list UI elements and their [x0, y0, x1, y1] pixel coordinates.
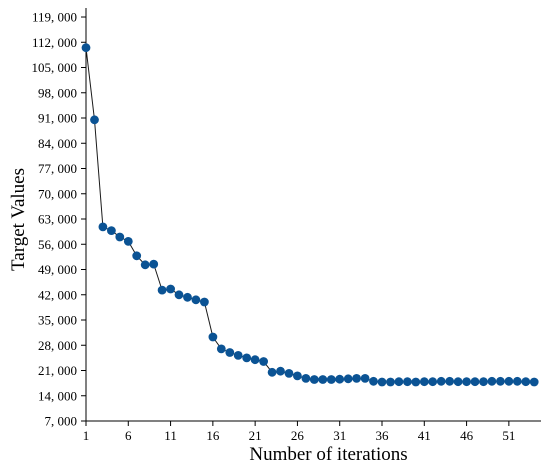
- data-point: [208, 332, 218, 342]
- y-tick-label: 63, 000: [38, 212, 77, 227]
- y-tick-label: 105, 000: [32, 60, 78, 75]
- x-tick-label: 11: [164, 428, 177, 443]
- data-point: [479, 377, 488, 387]
- data-point: [284, 369, 294, 378]
- data-point: [225, 348, 235, 357]
- data-point: [335, 374, 345, 384]
- y-tick-label: 42, 000: [38, 287, 77, 302]
- y-tick-label: 21, 000: [38, 363, 77, 378]
- data-point: [115, 232, 125, 242]
- x-tick-label: 6: [125, 428, 132, 443]
- data-point: [90, 115, 99, 125]
- data-point: [157, 285, 167, 295]
- data-point: [242, 353, 252, 363]
- y-tick-label: 56, 000: [38, 237, 77, 252]
- data-point: [386, 377, 395, 387]
- x-axis-ticks: 1 6 11 16 21 26 31 36 41 46 51: [83, 421, 515, 443]
- data-point: [445, 376, 455, 386]
- data-point: [360, 374, 370, 383]
- series-line: [85, 47, 535, 383]
- y-tick-label: 98, 000: [38, 85, 77, 100]
- y-tick-label: 91, 000: [38, 111, 77, 126]
- data-point: [200, 297, 209, 307]
- data-point: [183, 292, 192, 302]
- data-point: [107, 226, 116, 236]
- data-point: [293, 371, 302, 381]
- data-point: [411, 377, 421, 387]
- data-point: [259, 357, 268, 366]
- x-tick-label: 41: [418, 428, 431, 443]
- data-point: [326, 375, 336, 384]
- data-point: [81, 43, 91, 53]
- data-point: [216, 344, 226, 354]
- y-tick-label: 84, 000: [38, 136, 77, 151]
- data-point: [403, 377, 412, 387]
- data-point: [140, 260, 150, 270]
- y-tick-label: 112, 000: [32, 35, 77, 50]
- data-point: [98, 222, 108, 232]
- y-tick-label: 77, 000: [38, 161, 77, 176]
- data-point: [428, 377, 438, 387]
- data-point: [496, 376, 505, 386]
- data-point: [470, 377, 480, 387]
- x-tick-label: 16: [206, 428, 220, 443]
- data-point: [352, 374, 361, 383]
- data-point: [419, 377, 429, 387]
- data-point: [174, 290, 184, 300]
- y-tick-label: 35, 000: [38, 313, 77, 328]
- x-tick-label: 46: [460, 428, 474, 443]
- data-point: [394, 377, 404, 387]
- data-point: [462, 377, 471, 387]
- y-tick-label: 119, 000: [32, 10, 77, 25]
- data-point: [132, 251, 142, 261]
- data-point: [309, 375, 319, 384]
- data-point: [504, 376, 514, 386]
- y-tick-label: 7, 000: [45, 414, 78, 429]
- data-point: [512, 376, 522, 386]
- data-point: [191, 295, 201, 305]
- data-point: [267, 367, 277, 377]
- data-point: [149, 259, 159, 269]
- data-point: [487, 376, 497, 386]
- x-tick-label: 1: [83, 428, 90, 443]
- x-tick-label: 36: [376, 428, 390, 443]
- data-point: [521, 377, 531, 387]
- data-point: [369, 376, 378, 386]
- y-tick-label: 14, 000: [38, 388, 77, 403]
- y-tick-label: 70, 000: [38, 186, 77, 201]
- y-axis-ticks: 7, 000 14, 000 21, 000 28, 000 35, 000 42, 00…: [32, 10, 86, 429]
- x-tick-label: 26: [291, 428, 305, 443]
- x-tick-label: 31: [333, 428, 346, 443]
- data-point: [453, 377, 463, 387]
- data-point: [318, 375, 328, 384]
- x-axis-title: Number of iterations: [249, 444, 407, 465]
- y-axis-title: Target Values: [8, 168, 29, 271]
- data-point: [377, 377, 387, 387]
- data-point: [250, 355, 260, 365]
- data-point: [276, 366, 285, 376]
- data-point: [301, 374, 311, 383]
- data-point: [123, 237, 133, 246]
- y-tick-label: 49, 000: [38, 262, 77, 277]
- y-tick-label: 28, 000: [38, 338, 77, 353]
- data-point: [166, 284, 176, 294]
- data-points: [81, 43, 539, 387]
- data-point: [233, 351, 243, 360]
- data-point: [343, 374, 353, 384]
- x-tick-label: 21: [249, 428, 262, 443]
- data-point: [436, 376, 446, 386]
- data-point: [529, 377, 539, 387]
- x-tick-label: 51: [502, 428, 515, 443]
